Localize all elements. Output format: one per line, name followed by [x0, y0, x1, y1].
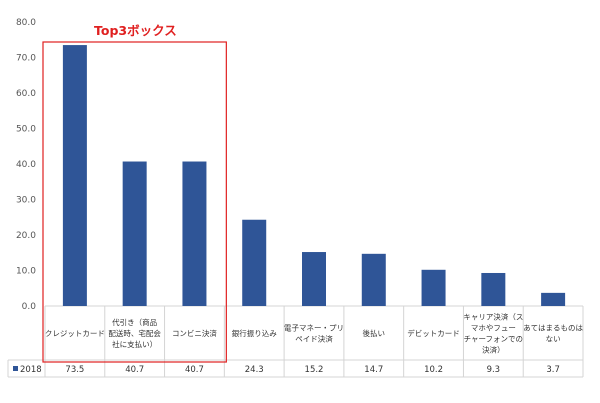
- data-label: 24.3: [245, 365, 264, 375]
- y-tick-label: 60.0: [16, 89, 36, 99]
- category-label: ない: [546, 335, 561, 344]
- bar: [481, 272, 506, 306]
- category-label: クレジットカード: [45, 329, 105, 338]
- category-label: チャーフォンでの: [464, 335, 523, 344]
- top3-highlight-box: [42, 41, 227, 363]
- bar: [421, 269, 446, 306]
- category-label: 代引き（商品: [112, 317, 157, 327]
- y-tick-label: 30.0: [16, 196, 36, 206]
- y-tick-label: 40.0: [16, 160, 36, 170]
- top3-box-label: Top3ボックス: [94, 23, 177, 38]
- data-label: 3.7: [546, 365, 560, 375]
- category-label: 後払い: [363, 328, 386, 338]
- y-tick-label: 0.0: [22, 302, 37, 312]
- data-label: 40.7: [185, 365, 204, 375]
- category-label: 決済）: [482, 345, 505, 355]
- y-tick-label: 80.0: [16, 18, 36, 28]
- bar: [361, 253, 386, 306]
- y-tick-label: 70.0: [16, 54, 36, 64]
- data-label: 40.7: [125, 365, 144, 375]
- category-label: あてはまるものは: [523, 324, 583, 333]
- bar: [122, 161, 147, 306]
- y-tick-label: 20.0: [16, 231, 36, 241]
- y-tick-label: 50.0: [16, 125, 36, 135]
- bar: [62, 45, 87, 306]
- category-label: 社に支払い）: [112, 339, 157, 349]
- category-label: 配送時、宅配会: [108, 328, 161, 338]
- category-label: 電子マネー・プリ: [284, 324, 344, 333]
- y-tick-label: 10.0: [16, 267, 36, 277]
- bar: [182, 161, 207, 306]
- data-label: 10.2: [424, 365, 443, 375]
- data-label: 15.2: [305, 365, 324, 375]
- category-label: コンビニ決済: [172, 328, 217, 338]
- data-label: 14.7: [364, 365, 383, 375]
- category-label: デビットカード: [407, 328, 460, 338]
- legend-swatch: [13, 366, 18, 371]
- data-label: 73.5: [65, 365, 84, 375]
- legend-label: 2018: [20, 365, 42, 375]
- category-label: キャリア決済（ス: [463, 312, 523, 322]
- category-label: 銀行振り込み: [232, 328, 277, 338]
- category-label: マホやフュー: [471, 324, 516, 333]
- category-label: ペイド決済: [295, 334, 333, 344]
- data-label: 9.3: [487, 365, 501, 375]
- bar: [302, 252, 326, 306]
- bar: [242, 219, 267, 306]
- bar: [541, 292, 566, 306]
